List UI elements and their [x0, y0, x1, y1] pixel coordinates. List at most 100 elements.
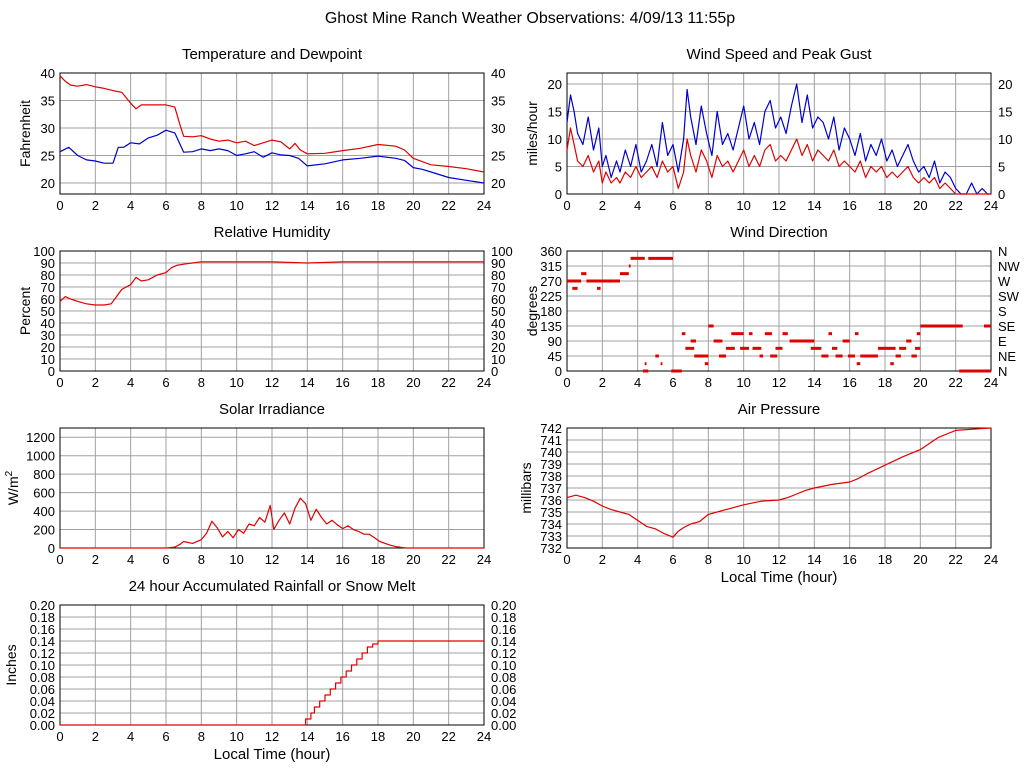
y-tick-label: 200	[33, 523, 55, 538]
y-tick-label: 736	[540, 493, 562, 508]
series-line-1	[566, 127, 991, 195]
y-tick-label-right: 0.12	[491, 646, 516, 661]
y-axis-label: W/m2	[4, 470, 21, 505]
x-tick-label: 20	[406, 375, 420, 390]
x-tick-label: 8	[705, 552, 712, 567]
x-tick-label: 20	[913, 552, 927, 567]
x-tick-label: 16	[335, 198, 349, 213]
compass-label: W	[998, 274, 1011, 289]
x-tick-label: 2	[92, 552, 99, 567]
plot-border	[59, 72, 485, 195]
y-tick-label: 135	[540, 319, 562, 334]
x-tick-label: 18	[371, 729, 385, 744]
y-tick-label: 0.12	[30, 646, 55, 661]
x-tick-label: 14	[300, 198, 314, 213]
x-tick-label: 4	[634, 198, 641, 213]
x-tick-label: 10	[229, 198, 243, 213]
y-tick-label-right: 0.14	[491, 634, 516, 649]
y-tick-label: 30	[41, 121, 55, 136]
y-tick-label: 0	[555, 364, 562, 379]
x-tick-label: 22	[441, 552, 455, 567]
y-tick-label: 15	[548, 105, 562, 120]
chart-title: Temperature and Dewpoint	[182, 46, 363, 63]
x-tick-label: 14	[807, 552, 821, 567]
x-tick-label: 20	[913, 375, 927, 390]
chart-title: Air Pressure	[738, 401, 821, 418]
x-tick-label: 12	[772, 552, 786, 567]
compass-label: E	[998, 334, 1007, 349]
y-axis-label: Inches	[3, 644, 19, 685]
y-tick-label: 20	[41, 176, 55, 191]
y-tick-label: 20	[548, 77, 562, 92]
y-tick-label: 5	[555, 160, 562, 175]
x-tick-label: 0	[56, 729, 63, 744]
x-tick-label: 12	[265, 729, 279, 744]
y-tick-label: 10	[41, 352, 55, 367]
x-tick-label: 6	[162, 375, 169, 390]
y-tick-label: 0.08	[30, 670, 55, 685]
y-tick-label: 734	[540, 517, 562, 532]
x-tick-label: 14	[300, 729, 314, 744]
y-axis-label: Percent	[17, 287, 33, 335]
x-tick-label: 4	[127, 552, 134, 567]
y-tick-label: 742	[540, 421, 562, 436]
y-tick-label: 90	[548, 334, 562, 349]
x-tick-label: 12	[265, 375, 279, 390]
x-tick-label: 16	[335, 729, 349, 744]
x-tick-label: 0	[56, 375, 63, 390]
compass-label: NE	[998, 349, 1016, 364]
plot-border	[566, 427, 992, 549]
x-tick-label: 6	[669, 198, 676, 213]
y-tick-label: 315	[540, 259, 562, 274]
y-tick-label: 741	[540, 433, 562, 448]
x-tick-label: 6	[669, 552, 676, 567]
y-tick-label-right: 80	[491, 268, 505, 283]
x-tick-label: 8	[705, 375, 712, 390]
y-tick-label-right: 0.00	[491, 718, 516, 733]
x-tick-label: 14	[807, 198, 821, 213]
x-tick-label: 20	[913, 198, 927, 213]
y-tick-label: 35	[41, 94, 55, 109]
y-tick-label-right: 30	[491, 328, 505, 343]
y-tick-label: 400	[33, 504, 55, 519]
y-tick-label-right: 20	[491, 340, 505, 355]
x-tick-label: 18	[878, 375, 892, 390]
compass-label: S	[998, 304, 1007, 319]
y-tick-label-right: 0.10	[491, 658, 516, 673]
y-tick-label-right: 0.08	[491, 670, 516, 685]
y-tick-label: 40	[41, 316, 55, 331]
y-tick-label-right: 90	[491, 256, 505, 271]
y-tick-label: 80	[41, 268, 55, 283]
x-tick-label: 2	[599, 198, 606, 213]
y-tick-label: 360	[540, 244, 562, 259]
x-tick-label: 0	[563, 198, 570, 213]
x-tick-label: 8	[198, 198, 205, 213]
series-line-1	[59, 129, 485, 184]
y-tick-label: 0.04	[30, 694, 55, 709]
series-line-0	[566, 427, 992, 538]
x-tick-label: 16	[842, 198, 856, 213]
x-tick-label: 0	[563, 375, 570, 390]
x-tick-label: 24	[984, 552, 998, 567]
x-tick-label: 16	[335, 375, 349, 390]
y-tick-label: 50	[41, 304, 55, 319]
x-tick-label: 18	[371, 198, 385, 213]
x-tick-label: 12	[772, 375, 786, 390]
y-tick-label-right: 0	[491, 364, 498, 379]
x-tick-label: 20	[406, 552, 420, 567]
y-tick-label-right: 20	[998, 77, 1012, 92]
x-tick-label: 8	[198, 552, 205, 567]
x-tick-label: 18	[371, 552, 385, 567]
y-tick-label-right: 30	[491, 121, 505, 136]
x-tick-label: 24	[477, 552, 491, 567]
y-tick-label-right: 0.16	[491, 622, 516, 637]
x-tick-label: 6	[162, 729, 169, 744]
y-tick-label-right: 5	[998, 160, 1005, 175]
x-tick-label: 12	[265, 198, 279, 213]
chart-title: Wind Speed and Peak Gust	[686, 46, 872, 63]
y-tick-label-right: 50	[491, 304, 505, 319]
x-tick-label: 12	[772, 198, 786, 213]
y-tick-label: 0	[555, 187, 562, 202]
y-tick-label-right: 0.06	[491, 682, 516, 697]
